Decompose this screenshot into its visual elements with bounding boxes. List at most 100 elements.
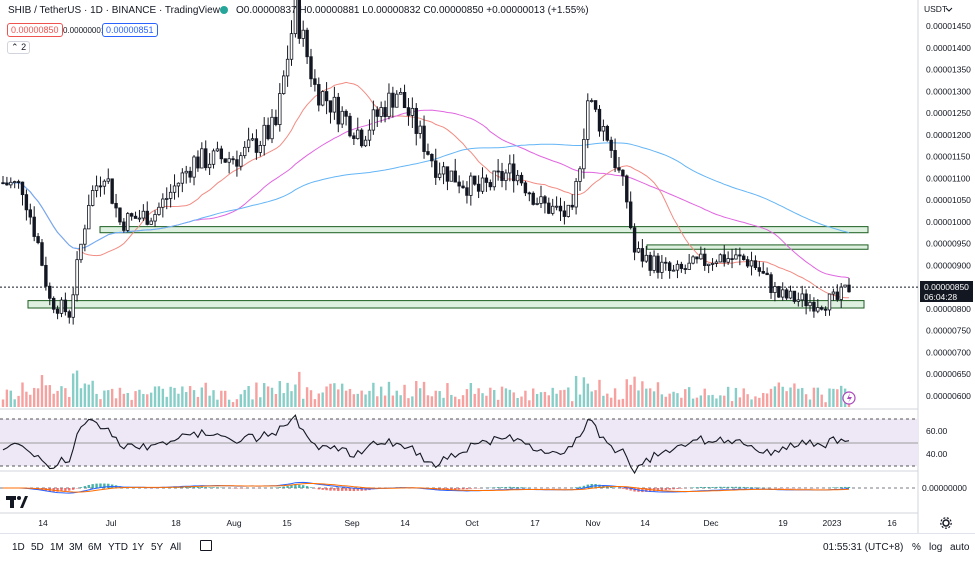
macd-histogram-bar xyxy=(622,488,624,489)
candle-body xyxy=(637,249,640,253)
candle-body xyxy=(33,217,36,236)
volume-bar xyxy=(785,391,787,407)
volume-bar xyxy=(84,384,86,407)
candle-body xyxy=(185,171,188,173)
candle-body xyxy=(130,214,133,217)
volume-bar xyxy=(107,390,109,407)
macd-histogram-bar xyxy=(454,488,456,489)
price-tick: 0.00001000 xyxy=(926,217,971,227)
candle-body xyxy=(462,186,465,188)
candle-body xyxy=(622,170,625,176)
volume-bar xyxy=(774,386,776,407)
timeframe-ytd[interactable]: YTD xyxy=(108,542,128,553)
macd-histogram-bar xyxy=(337,488,339,491)
timeframe-5d[interactable]: 5D xyxy=(31,542,44,553)
volume-bar xyxy=(49,385,51,407)
candle-body xyxy=(349,116,352,136)
sell-price-box[interactable]: 0.00000850 xyxy=(7,23,63,37)
candle-body xyxy=(134,216,137,218)
candle-body xyxy=(232,159,235,160)
volume-bar xyxy=(657,382,659,407)
candle-body xyxy=(680,264,683,268)
timeframe-1m[interactable]: 1M xyxy=(50,542,64,553)
timeframe-3m[interactable]: 3M xyxy=(69,542,83,553)
candle-body xyxy=(158,207,161,214)
lightning-icon[interactable] xyxy=(843,392,855,404)
price-tick: 0.00001450 xyxy=(926,21,971,31)
candle-body xyxy=(516,175,519,180)
volume-bar xyxy=(637,390,639,407)
volume-bar xyxy=(298,372,300,407)
currency-label[interactable]: USDT xyxy=(924,4,947,14)
macd-histogram-bar xyxy=(707,487,709,488)
timeframe-6m[interactable]: 6M xyxy=(88,542,102,553)
volume-bar xyxy=(244,390,246,407)
volume-bar xyxy=(563,390,565,407)
time-tick: 14 xyxy=(38,518,48,528)
volume-bar xyxy=(520,397,522,407)
volume-bar xyxy=(224,391,226,407)
volume-bar xyxy=(801,388,803,407)
volume-bar xyxy=(64,388,66,407)
log-toggle[interactable]: log xyxy=(929,542,942,553)
candle-body xyxy=(212,151,215,164)
volume-bar xyxy=(770,389,772,407)
candle-body xyxy=(25,195,28,210)
volume-bar xyxy=(454,397,456,407)
volume-bar xyxy=(633,377,635,407)
candle-body xyxy=(80,244,83,259)
timeframe-1d[interactable]: 1D xyxy=(12,542,25,553)
timeframe-1y[interactable]: 1Y xyxy=(132,542,144,553)
volume-bar xyxy=(778,382,780,407)
candle-body xyxy=(9,182,12,185)
candle-body xyxy=(111,179,114,204)
auto-toggle[interactable]: auto xyxy=(950,542,969,553)
candle-body xyxy=(505,173,508,181)
candle-body xyxy=(688,263,691,269)
volume-bar xyxy=(622,399,624,407)
timeframe-5y[interactable]: 5Y xyxy=(151,542,163,553)
volume-bar xyxy=(294,384,296,407)
time-tick: 18 xyxy=(171,518,181,528)
candle-body xyxy=(813,302,816,311)
macd-histogram-bar xyxy=(321,488,323,490)
volume-bar xyxy=(232,402,234,407)
candle-body xyxy=(95,186,98,191)
indicators-toggle[interactable]: ⌃ 2 xyxy=(7,41,30,54)
candle-body xyxy=(696,257,699,259)
symbol-title[interactable]: SHIB / TetherUS · 1D · BINANCE · Trading… xyxy=(8,5,220,16)
buy-price-box[interactable]: 0.00000851 xyxy=(102,23,158,37)
volume-bar xyxy=(509,390,511,407)
volume-bar xyxy=(762,393,764,407)
percent-toggle[interactable]: % xyxy=(912,542,921,553)
candle-body xyxy=(497,171,500,172)
candle-body xyxy=(567,205,570,216)
macd-histogram-bar xyxy=(72,488,74,490)
macd-histogram-bar xyxy=(279,487,281,488)
volume-bar xyxy=(127,393,129,407)
volume-bar xyxy=(641,381,643,407)
volume-bar xyxy=(552,388,554,407)
candle-body xyxy=(625,176,628,202)
volume-bar xyxy=(626,379,628,407)
price-tick: 0.00001400 xyxy=(926,43,971,53)
volume-bar xyxy=(13,399,15,407)
volume-bar xyxy=(360,391,362,407)
volume-bar xyxy=(271,388,273,407)
date-range-icon[interactable] xyxy=(200,540,212,551)
candle-body xyxy=(321,92,324,106)
macd-histogram-bar xyxy=(290,485,292,488)
clock-label[interactable]: 01:55:31 (UTC+8) xyxy=(823,542,903,553)
macd-histogram-bar xyxy=(715,487,717,488)
candle-body xyxy=(282,76,285,94)
candle-body xyxy=(590,101,593,102)
macd-histogram-bar xyxy=(676,488,678,489)
macd-histogram-bar xyxy=(107,484,109,488)
volume-bar xyxy=(477,388,479,407)
volume-bar xyxy=(505,388,507,407)
timeframe-all[interactable]: All xyxy=(170,542,181,553)
candle-body xyxy=(633,228,636,252)
volume-bar xyxy=(832,389,834,407)
macd-histogram-bar xyxy=(68,488,70,491)
